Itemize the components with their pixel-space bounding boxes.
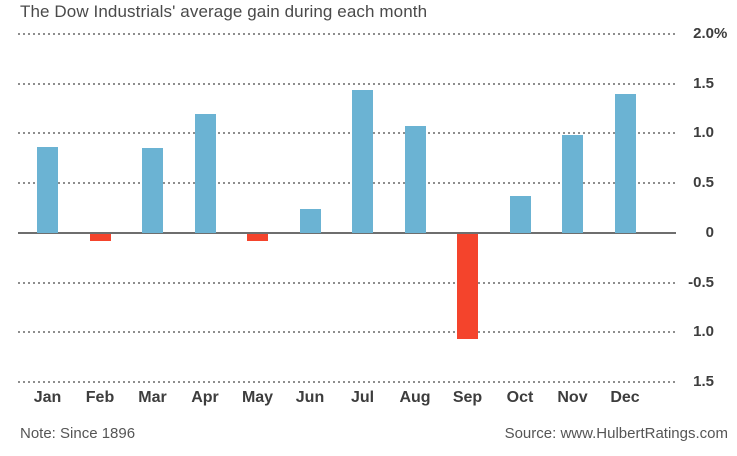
plot-area: 2.0% 1.5 1.0 0.5 0 -0.5 1.0 1.5 Jan Feb Mar Apr May J… [18,25,727,406]
bar-dec [614,93,636,233]
bar-feb [89,233,111,241]
y-axis-tick-label: 2.0% [693,25,728,42]
x-axis-label-sep: Sep [452,389,483,406]
gridline [18,132,676,135]
bar-apr [194,113,216,233]
x-axis-label-nov: Nov [557,389,588,406]
source-credit: Source: www.HulbertRatings.com [504,425,728,442]
gridline [18,82,676,85]
x-axis-label-oct: Oct [506,389,534,406]
y-axis-tick-label: -0.5 [688,273,714,291]
x-axis-label-aug: Aug [399,389,431,406]
x-axis-label-apr: Apr [191,389,219,406]
bar-aug [404,126,426,233]
bar-jan [37,147,58,233]
gridline [18,331,676,334]
percent-suffix: % [714,25,728,42]
x-axis-label-jun: Jun [295,389,325,406]
x-axis-label-feb: Feb [85,389,115,406]
bar-sep [457,233,478,340]
x-axis-label-jan: Jan [33,389,62,406]
x-axis-label-jul: Jul [350,389,375,406]
footnote: Note: Since 1896 [20,425,136,442]
bar-may [247,233,268,241]
y-axis-tick-label: 1.5 [693,74,714,92]
x-axis-label-mar: Mar [138,389,167,406]
x-axis-label-dec: Dec [610,389,640,406]
bar-oct [509,196,531,233]
y-axis-tick-label: 0.5 [693,174,714,192]
chart-title: The Dow Industrials' average gain during… [20,2,428,21]
bar-mar [142,148,163,233]
y-axis-tick-label: 1.5 [693,373,714,390]
gridline [18,33,676,35]
bar-jul [352,89,373,233]
bar-nov [562,135,583,233]
y-axis-tick-label: 0 [705,223,714,241]
y-axis-tick-label: 1.0 [693,124,714,142]
gridline [18,381,676,383]
gridline [18,281,676,284]
bar-jun [299,208,321,233]
y-axis-tick-label: 1.0 [693,323,714,341]
x-axis-label-may: May [241,389,274,406]
zero-axis-line [18,231,676,234]
gridline [18,182,676,185]
